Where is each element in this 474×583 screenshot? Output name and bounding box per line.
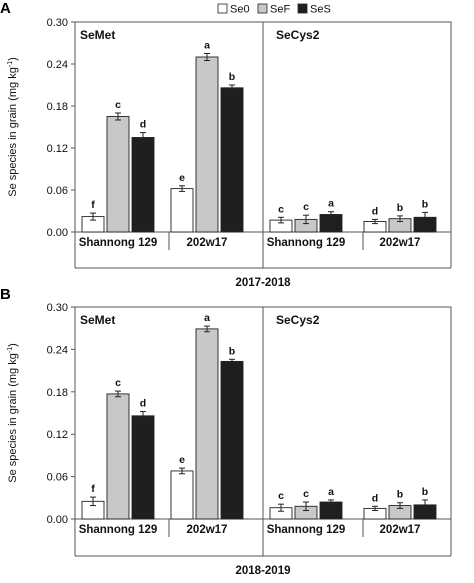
significance-letter: b xyxy=(422,198,428,210)
significance-letter: c xyxy=(278,203,284,215)
significance-letter: b xyxy=(229,71,235,83)
y-axis-label-superscript: -1 xyxy=(7,61,14,67)
significance-letter: c xyxy=(115,99,121,111)
significance-letter: d xyxy=(140,398,146,410)
y-tick-label: 0.18 xyxy=(47,387,68,399)
bar-se0 xyxy=(170,470,194,520)
significance-letter: d xyxy=(372,492,378,504)
significance-letter: b xyxy=(422,486,428,498)
y-tick-label: 0.12 xyxy=(47,429,68,441)
subpanel-title-semet: SeMet xyxy=(80,28,115,42)
x-axis-label: 2018-2019 xyxy=(236,565,291,577)
subpanel-title-secys2: SeCys2 xyxy=(276,28,320,42)
significance-letter: c xyxy=(303,488,309,500)
legend-label: SeF xyxy=(270,4,290,16)
y-tick-label: 0.24 xyxy=(47,59,68,71)
y-tick-label: 0.18 xyxy=(47,101,68,113)
y-tick-label: 0.00 xyxy=(47,514,68,526)
bar-se0 xyxy=(170,188,194,233)
legend: Se0 SeF SeS xyxy=(217,3,331,16)
legend-label: SeS xyxy=(310,4,331,16)
y-axis-label: Se species in grain (mg kg-1) xyxy=(7,57,19,197)
significance-letter: d xyxy=(140,119,146,131)
y-tick-label: 0.30 xyxy=(47,302,68,314)
subpanel-title-secys2: SeCys2 xyxy=(276,313,320,327)
legend-swatch xyxy=(297,3,308,14)
bar-sef xyxy=(195,328,219,520)
significance-letter: a xyxy=(204,312,210,324)
y-axis-label-close: ) xyxy=(7,343,19,347)
y-tick-label: 0.12 xyxy=(47,143,68,155)
x-axis-label: 2017-2018 xyxy=(236,277,292,289)
y-tick-label: 0.00 xyxy=(47,227,68,239)
y-tick-label: 0.06 xyxy=(47,472,68,484)
panel-b: 0.00 0.06 0.12 0.18 0.24 0.30 Se species in gr… xyxy=(0,286,452,577)
significance-letter: f xyxy=(91,199,95,211)
significance-letter: e xyxy=(179,454,185,466)
legend-label: Se0 xyxy=(230,4,250,16)
category-label: 202w17 xyxy=(380,524,421,536)
significance-letter: a xyxy=(204,40,210,52)
panel-label: A xyxy=(0,0,11,17)
significance-letter: c xyxy=(278,490,284,502)
y-tick-label: 0.24 xyxy=(47,344,68,356)
y-axis-label: Se species in grain (mg kg-1) xyxy=(7,343,19,483)
category-label: Shannong 129 xyxy=(267,237,346,249)
bar-ses xyxy=(131,137,155,233)
bar-ses xyxy=(131,415,155,520)
significance-letter: b xyxy=(397,202,403,214)
significance-letter: c xyxy=(115,377,121,389)
legend-swatch xyxy=(217,3,228,14)
category-label: Shannong 129 xyxy=(267,524,346,536)
legend-swatch xyxy=(257,3,268,14)
y-axis-label-superscript: -1 xyxy=(7,347,14,353)
significance-letter: c xyxy=(303,201,309,213)
y-axis-label-main: Se species in grain (mg kg xyxy=(7,353,19,483)
y-axis-label-main: Se species in grain (mg kg xyxy=(7,67,19,197)
subpanel-title-semet: SeMet xyxy=(80,313,115,327)
significance-letter: a xyxy=(328,198,334,210)
category-label: 202w17 xyxy=(187,237,228,249)
y-tick-label: 0.30 xyxy=(47,17,68,29)
bar-ses xyxy=(220,87,244,233)
significance-letter: a xyxy=(328,486,334,498)
significance-letter: b xyxy=(229,345,235,357)
category-label: 202w17 xyxy=(380,237,421,249)
significance-letter: b xyxy=(397,489,403,501)
panel-label: B xyxy=(0,286,11,303)
y-axis-label-close: ) xyxy=(7,57,19,61)
category-label: 202w17 xyxy=(187,524,228,536)
bar-sef xyxy=(106,393,130,520)
y-tick-label: 0.06 xyxy=(47,185,68,197)
bar-ses xyxy=(220,360,244,520)
category-label: Shannong 129 xyxy=(79,237,158,249)
bar-sef xyxy=(195,56,219,233)
category-label: Shannong 129 xyxy=(79,524,158,536)
significance-letter: f xyxy=(91,483,95,495)
significance-letter: e xyxy=(179,172,185,184)
significance-letter: d xyxy=(372,205,378,217)
bar-sef xyxy=(106,116,130,233)
panel-a: 0.00 0.06 0.12 0.18 0.24 0.30 Se species in gr… xyxy=(0,0,452,289)
